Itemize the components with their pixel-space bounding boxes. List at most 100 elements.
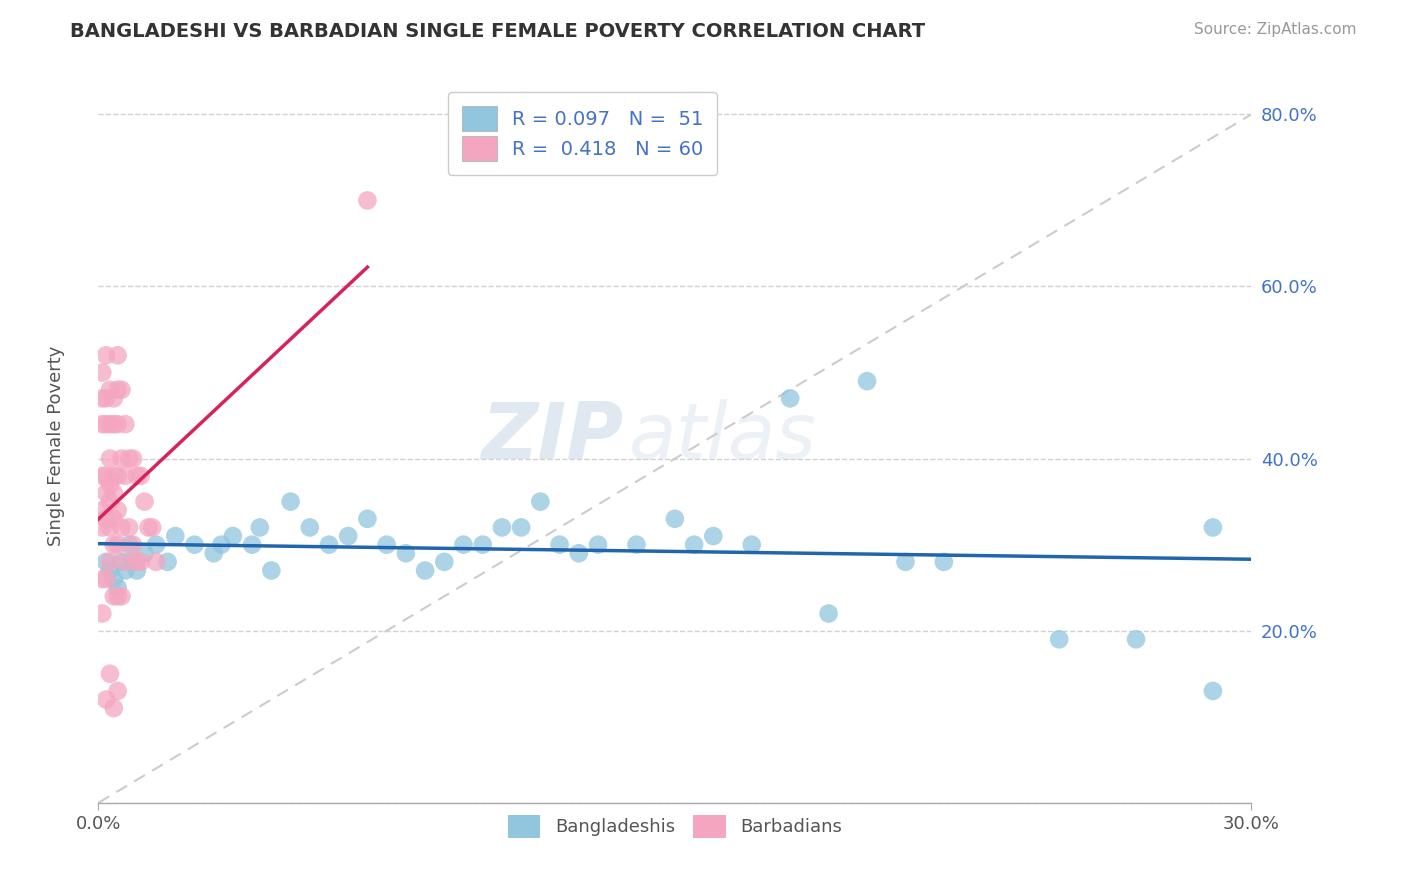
Point <box>260 564 283 578</box>
Point <box>110 451 132 466</box>
Point <box>249 520 271 534</box>
Point <box>356 512 378 526</box>
Point <box>779 392 801 406</box>
Point <box>103 701 125 715</box>
Point <box>114 564 136 578</box>
Point <box>107 468 129 483</box>
Legend: Bangladeshis, Barbadians: Bangladeshis, Barbadians <box>501 807 849 845</box>
Point <box>122 555 145 569</box>
Point <box>433 555 456 569</box>
Point <box>107 383 129 397</box>
Point <box>395 546 418 560</box>
Point <box>1202 520 1225 534</box>
Text: Source: ZipAtlas.com: Source: ZipAtlas.com <box>1194 22 1357 37</box>
Point <box>209 538 232 552</box>
Point <box>202 546 225 560</box>
Point <box>91 572 114 586</box>
Point <box>118 520 141 534</box>
Point <box>138 520 160 534</box>
Point <box>134 546 156 560</box>
Point <box>222 529 245 543</box>
Point <box>98 494 121 508</box>
Point <box>125 468 148 483</box>
Point <box>94 512 117 526</box>
Point <box>932 555 955 569</box>
Point <box>110 520 132 534</box>
Point <box>94 692 117 706</box>
Point <box>110 555 132 569</box>
Point <box>103 417 125 432</box>
Point <box>94 468 117 483</box>
Point <box>129 468 152 483</box>
Text: Single Female Poverty: Single Female Poverty <box>48 346 65 546</box>
Point <box>103 468 125 483</box>
Point <box>94 486 117 500</box>
Point <box>129 555 152 569</box>
Point <box>568 546 591 560</box>
Point <box>134 494 156 508</box>
Point <box>586 538 609 552</box>
Point <box>122 451 145 466</box>
Point <box>103 589 125 603</box>
Point <box>280 494 302 508</box>
Point <box>91 503 114 517</box>
Point <box>741 538 763 552</box>
Point <box>91 392 114 406</box>
Point <box>114 468 136 483</box>
Point <box>141 520 163 534</box>
Point <box>91 468 114 483</box>
Point <box>318 538 340 552</box>
Point <box>1202 684 1225 698</box>
Point <box>91 607 114 621</box>
Point <box>98 564 121 578</box>
Point <box>98 417 121 432</box>
Point <box>103 538 125 552</box>
Point <box>702 529 724 543</box>
Point <box>491 520 513 534</box>
Point <box>1047 632 1070 647</box>
Point <box>856 374 879 388</box>
Point <box>94 417 117 432</box>
Point <box>91 366 114 380</box>
Point <box>98 520 121 534</box>
Point <box>107 581 129 595</box>
Point <box>165 529 187 543</box>
Point <box>471 538 494 552</box>
Point <box>413 564 436 578</box>
Text: BANGLADESHI VS BARBADIAN SINGLE FEMALE POVERTY CORRELATION CHART: BANGLADESHI VS BARBADIAN SINGLE FEMALE P… <box>70 22 925 41</box>
Point <box>107 684 129 698</box>
Point <box>107 589 129 603</box>
Point <box>125 564 148 578</box>
Point <box>529 494 551 508</box>
Point <box>114 555 136 569</box>
Point <box>894 555 917 569</box>
Point <box>1125 632 1147 647</box>
Point <box>125 555 148 569</box>
Point <box>107 538 129 552</box>
Point <box>145 555 167 569</box>
Point <box>98 383 121 397</box>
Point <box>98 555 121 569</box>
Point <box>103 486 125 500</box>
Point <box>118 538 141 552</box>
Point <box>453 538 475 552</box>
Point <box>298 520 321 534</box>
Text: ZIP: ZIP <box>481 399 623 475</box>
Point <box>107 503 129 517</box>
Point <box>626 538 648 552</box>
Point <box>817 607 839 621</box>
Point <box>98 451 121 466</box>
Point <box>548 538 571 552</box>
Point <box>122 538 145 552</box>
Point <box>91 520 114 534</box>
Point <box>240 538 263 552</box>
Point <box>98 477 121 491</box>
Point <box>103 512 125 526</box>
Point <box>94 348 117 362</box>
Point <box>375 538 398 552</box>
Point <box>98 666 121 681</box>
Point <box>94 392 117 406</box>
Point <box>510 520 533 534</box>
Point <box>145 538 167 552</box>
Point <box>94 555 117 569</box>
